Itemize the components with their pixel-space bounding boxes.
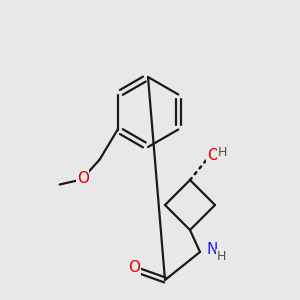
Text: O: O [77,171,89,186]
Text: O: O [128,260,140,274]
Text: O: O [207,148,219,164]
Text: H: H [217,146,227,158]
Text: H: H [216,250,226,262]
Text: N: N [206,242,218,257]
